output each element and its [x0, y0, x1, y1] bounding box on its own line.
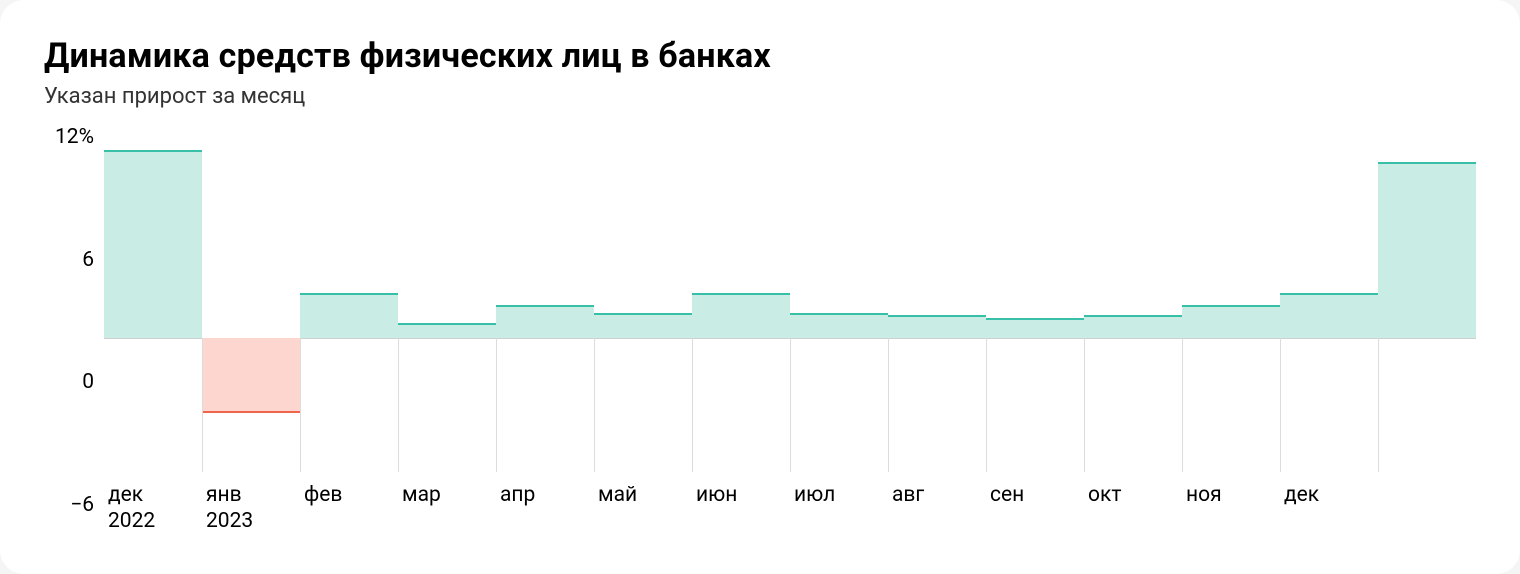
x-tick-label: дек2022 — [104, 482, 202, 546]
bar — [692, 293, 790, 338]
x-tick-label: авг — [888, 482, 986, 546]
x-tick-label-line1: дек — [1284, 483, 1319, 507]
x-gridline — [1280, 338, 1281, 472]
chart-card: Динамика средств физических лиц в банках… — [0, 0, 1520, 574]
bar — [496, 305, 594, 339]
x-tick-label-line1: июл — [794, 483, 835, 507]
y-tick-label: 12% — [55, 125, 94, 149]
x-tick-label: июн — [692, 482, 790, 546]
bar — [888, 315, 986, 338]
y-tick-label: 0 — [82, 370, 94, 394]
x-tick-label-line1: дек — [108, 483, 143, 507]
x-tick-label: ноя — [1182, 482, 1280, 546]
x-axis: дек2022янв2023февмарапрмайиюниюлавгсенок… — [104, 482, 1476, 546]
x-gridline — [594, 338, 595, 472]
bar — [1182, 305, 1280, 339]
chart-subtitle: Указан прирост за месяц — [44, 84, 1476, 109]
x-gridline — [300, 338, 301, 472]
bar — [594, 313, 692, 338]
x-gridline — [986, 338, 987, 472]
plot-area — [104, 137, 1476, 472]
bar — [398, 323, 496, 338]
x-tick-label: апр — [496, 482, 594, 546]
bar — [986, 318, 1084, 338]
x-tick-label-line2: 2023 — [206, 508, 300, 534]
x-tick-label-line1: май — [598, 483, 637, 507]
x-tick-label-line1: авг — [892, 483, 924, 507]
y-tick-label: 6 — [82, 248, 94, 272]
x-tick-label-line1: мар — [402, 483, 441, 507]
x-tick-label: мар — [398, 482, 496, 546]
x-gridline — [790, 338, 791, 472]
plot-column: дек2022янв2023февмарапрмайиюниюлавгсенок… — [104, 137, 1476, 546]
x-gridline — [1378, 338, 1379, 472]
y-tick-label: −6 — [70, 493, 94, 517]
chart-area: 12%60−6 дек2022янв2023февмарапрмайиюниюл… — [44, 137, 1476, 546]
x-tick-label: янв2023 — [202, 482, 300, 546]
chart-title: Динамика средств физических лиц в банках — [44, 36, 1476, 76]
bar — [790, 313, 888, 338]
x-tick-label-line1: фев — [304, 483, 342, 507]
x-tick-label-line1: сен — [990, 483, 1024, 507]
x-tick-label-line1: апр — [500, 483, 535, 507]
x-tick-label-line1: янв — [206, 483, 242, 507]
x-gridline — [888, 338, 889, 472]
x-tick-label: май — [594, 482, 692, 546]
bar — [202, 338, 300, 413]
bar — [1084, 315, 1182, 338]
bar — [1378, 162, 1476, 338]
bar — [1280, 293, 1378, 338]
x-gridline — [1084, 338, 1085, 472]
x-tick-label-line1: июн — [696, 483, 737, 507]
x-gridline — [202, 338, 203, 472]
bar — [104, 150, 202, 338]
x-tick-label-line1: ноя — [1186, 483, 1222, 507]
x-tick-label: дек — [1280, 482, 1378, 546]
x-tick-label: сен — [986, 482, 1084, 546]
x-tick-label: окт — [1084, 482, 1182, 546]
x-tick-label: фев — [300, 482, 398, 546]
y-axis: 12%60−6 — [44, 137, 104, 546]
x-gridline — [692, 338, 693, 472]
x-gridline — [1182, 338, 1183, 472]
x-gridline — [398, 338, 399, 472]
x-tick-label-line2: 2022 — [108, 508, 202, 534]
x-tick-label-line1: окт — [1088, 483, 1121, 507]
x-gridline — [496, 338, 497, 472]
x-tick-label: июл — [790, 482, 888, 546]
bar — [300, 293, 398, 338]
x-tick-label — [1378, 482, 1476, 546]
